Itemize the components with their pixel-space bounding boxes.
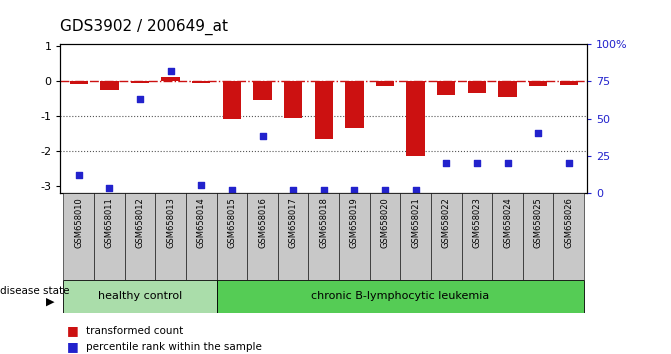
- Bar: [155, 193, 186, 280]
- Bar: [284, 81, 303, 118]
- Bar: [339, 193, 370, 280]
- Text: GSM658023: GSM658023: [472, 197, 481, 248]
- Text: GSM658020: GSM658020: [380, 197, 389, 248]
- Point: [73, 172, 84, 178]
- Text: GSM658026: GSM658026: [564, 197, 573, 248]
- Bar: [554, 193, 584, 280]
- Point: [165, 68, 176, 74]
- Bar: [217, 280, 584, 313]
- Text: GSM658015: GSM658015: [227, 197, 236, 248]
- Bar: [64, 193, 94, 280]
- Point: [196, 183, 207, 188]
- Text: GSM658018: GSM658018: [319, 197, 328, 248]
- Text: GSM658014: GSM658014: [197, 197, 206, 248]
- Bar: [131, 81, 149, 84]
- Bar: [278, 193, 309, 280]
- Bar: [431, 193, 462, 280]
- Bar: [493, 193, 523, 280]
- Text: GSM658022: GSM658022: [442, 197, 451, 248]
- Bar: [529, 81, 548, 86]
- Bar: [376, 81, 394, 86]
- Point: [564, 160, 574, 166]
- Point: [104, 185, 115, 191]
- Text: ▶: ▶: [46, 297, 54, 307]
- Bar: [468, 81, 486, 93]
- Text: GSM658010: GSM658010: [74, 197, 83, 248]
- Bar: [100, 81, 119, 90]
- Bar: [462, 193, 493, 280]
- Bar: [94, 193, 125, 280]
- Text: healthy control: healthy control: [98, 291, 182, 302]
- Text: GSM658016: GSM658016: [258, 197, 267, 248]
- Bar: [523, 193, 554, 280]
- Bar: [192, 81, 211, 84]
- Bar: [370, 193, 401, 280]
- Bar: [315, 81, 333, 139]
- Text: GSM658021: GSM658021: [411, 197, 420, 248]
- Bar: [499, 81, 517, 97]
- Bar: [70, 81, 88, 84]
- Point: [441, 160, 452, 166]
- Bar: [309, 193, 339, 280]
- Text: chronic B-lymphocytic leukemia: chronic B-lymphocytic leukemia: [311, 291, 489, 302]
- Bar: [64, 280, 217, 313]
- Point: [502, 160, 513, 166]
- Point: [533, 131, 544, 136]
- Point: [288, 187, 299, 193]
- Point: [349, 187, 360, 193]
- Bar: [254, 81, 272, 100]
- Bar: [125, 193, 155, 280]
- Point: [227, 187, 238, 193]
- Bar: [217, 193, 247, 280]
- Bar: [560, 81, 578, 85]
- Text: ■: ■: [67, 325, 79, 337]
- Text: disease state: disease state: [0, 286, 70, 296]
- Text: GSM658013: GSM658013: [166, 197, 175, 248]
- Text: GDS3902 / 200649_at: GDS3902 / 200649_at: [60, 19, 228, 35]
- Point: [380, 187, 391, 193]
- Bar: [186, 193, 217, 280]
- Bar: [345, 81, 364, 128]
- Text: GSM658019: GSM658019: [350, 197, 359, 248]
- Text: GSM658012: GSM658012: [136, 197, 144, 248]
- Text: GSM658025: GSM658025: [533, 197, 543, 248]
- Bar: [223, 81, 241, 119]
- Text: GSM658011: GSM658011: [105, 197, 114, 248]
- Text: GSM658017: GSM658017: [289, 197, 298, 248]
- Bar: [407, 81, 425, 156]
- Text: GSM658024: GSM658024: [503, 197, 512, 248]
- Bar: [437, 81, 456, 95]
- Bar: [247, 193, 278, 280]
- Bar: [401, 193, 431, 280]
- Point: [135, 96, 146, 102]
- Point: [257, 133, 268, 139]
- Point: [318, 187, 329, 193]
- Text: transformed count: transformed count: [86, 326, 183, 336]
- Text: ■: ■: [67, 341, 79, 353]
- Point: [410, 187, 421, 193]
- Text: percentile rank within the sample: percentile rank within the sample: [86, 342, 262, 352]
- Bar: [162, 78, 180, 81]
- Point: [472, 160, 482, 166]
